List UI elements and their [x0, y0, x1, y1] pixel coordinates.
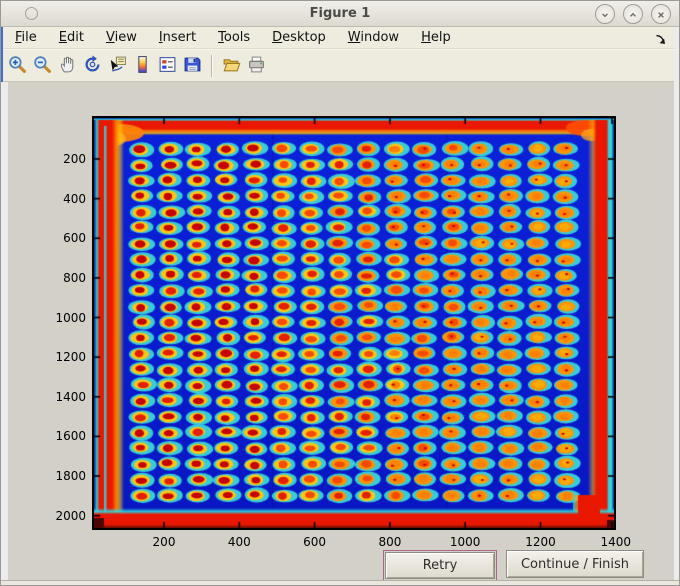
print-button[interactable] [244, 53, 269, 79]
close-icon [656, 5, 666, 24]
zoom-in-icon [8, 55, 27, 77]
minimize-button[interactable] [595, 4, 615, 24]
window-frame-left [1, 82, 8, 585]
toolbar [1, 49, 679, 82]
menu-item-view[interactable]: View [105, 30, 137, 45]
y-tick-label: 2000 [55, 508, 86, 523]
save-icon [183, 55, 202, 77]
menu-item-window[interactable]: Window [347, 30, 400, 45]
data-cursor-icon [108, 55, 127, 77]
window-title: Figure 1 [309, 6, 371, 21]
colorbar-button[interactable] [130, 53, 155, 79]
insert-legend-button[interactable] [155, 53, 180, 79]
y-tick-label: 600 [63, 231, 86, 246]
y-tick-label: 1000 [55, 310, 86, 325]
pan-button[interactable] [55, 53, 80, 79]
open-folder-button[interactable] [219, 53, 244, 79]
x-tick-label: 600 [303, 535, 327, 549]
plot-area[interactable] [92, 116, 616, 530]
plot-canvas[interactable] [94, 118, 614, 528]
focus-border-strip [1, 27, 3, 82]
print-icon [247, 55, 266, 77]
chevron-up-icon [628, 5, 638, 24]
x-tick-label: 1400 [600, 535, 632, 549]
y-tick-label: 1800 [55, 469, 86, 484]
rotate-3d-icon [83, 54, 102, 77]
insert-legend-icon [158, 55, 177, 77]
data-cursor-button[interactable] [105, 53, 130, 79]
zoom-out-icon [33, 55, 52, 77]
menu-item-help[interactable]: Help [421, 30, 451, 45]
toolbar-separator [211, 54, 213, 77]
x-tick-label: 800 [378, 535, 402, 549]
menu-item-desktop[interactable]: Desktop [272, 30, 326, 45]
retry-button[interactable]: Retry [383, 550, 497, 581]
window-frame-right [674, 27, 679, 585]
continue-finish-button[interactable]: Continue / Finish [506, 550, 644, 578]
y-tick-label: 400 [63, 191, 86, 206]
zoom-in-button[interactable] [5, 53, 30, 79]
menubar: File Edit View Insert Tools Desktop Window Help [1, 27, 679, 49]
titlebar: Figure 1 [1, 1, 679, 27]
rotate-3d-button[interactable] [80, 53, 105, 79]
window-icon [25, 7, 38, 20]
open-folder-icon [222, 55, 241, 77]
x-tick-label: 400 [227, 535, 251, 549]
maximize-button[interactable] [623, 4, 643, 24]
y-tick-label: 800 [63, 270, 86, 285]
y-tick-label: 1600 [55, 429, 86, 444]
y-tick-label: 1200 [55, 350, 86, 365]
menu-item-edit[interactable]: Edit [58, 30, 84, 45]
menu-item-file[interactable]: File [15, 30, 37, 45]
pan-icon [58, 55, 77, 77]
save-button[interactable] [180, 53, 205, 79]
zoom-out-button[interactable] [30, 53, 55, 79]
x-tick-label: 200 [152, 535, 176, 549]
menu-item-tools[interactable]: Tools [218, 30, 251, 45]
y-tick-label: 200 [63, 152, 86, 166]
y-tick-label: 1400 [55, 389, 86, 404]
x-tick-label: 1000 [449, 535, 481, 549]
chevron-down-icon [600, 5, 610, 24]
colorbar-icon [133, 55, 152, 77]
x-tick-label: 1200 [525, 535, 556, 549]
window-frame-bottom [1, 580, 679, 585]
menu-item-insert[interactable]: Insert [158, 30, 197, 45]
figure-canvas-area: 200 400 600 800 1000 1200 1400 200 400 600 800 1000… [1, 27, 679, 585]
window-controls [595, 1, 671, 27]
close-button[interactable] [651, 4, 671, 24]
dock-figure-arrow-icon[interactable] [654, 31, 667, 44]
